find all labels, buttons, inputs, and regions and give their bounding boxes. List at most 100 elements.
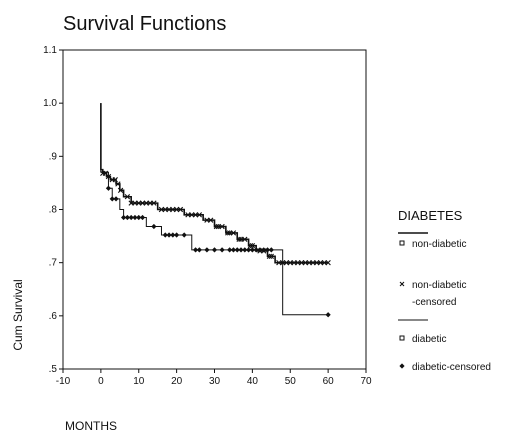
legend-marker-x	[399, 281, 405, 287]
x-axis-label: MONTHS	[65, 419, 117, 433]
series-line-diabetic	[100, 103, 329, 316]
censor-stroke	[230, 230, 237, 236]
x-tick-label: 20	[171, 376, 183, 387]
censor-marker-diabetic	[151, 223, 157, 230]
censor-marker-diabetic	[124, 214, 130, 221]
censor-marker-non-diabetic	[177, 206, 184, 213]
x-tick-label: 0	[98, 376, 104, 387]
censor-marker-diabetic	[230, 247, 237, 253]
series-line-non-diabetic	[100, 103, 329, 264]
censor-stroke	[213, 223, 220, 230]
censor-marker-non-diabetic	[112, 177, 118, 183]
legend-label: diabetic-censored	[412, 362, 491, 373]
censor-stroke	[247, 242, 254, 249]
censor-marker-diabetic	[105, 185, 112, 191]
censor-marker-diabetic	[238, 247, 244, 253]
censor-marker-diabetic	[121, 214, 127, 221]
censor-marker-diabetic	[325, 312, 331, 318]
censor-stroke	[236, 236, 242, 242]
axes: -10 0 10 20 30 40 50 60 70 .5 .6 .7 .8 .9 1.0 1.1	[43, 45, 372, 387]
censor-marker-non-diabetic	[225, 230, 231, 236]
censor-marker-non-diabetic	[247, 242, 254, 249]
x-tick-label: 50	[285, 376, 297, 387]
censor-marker-diabetic	[170, 232, 176, 238]
censor-marker-diabetic	[192, 247, 199, 253]
censor-marker-non-diabetic	[230, 230, 237, 236]
censor-stroke	[208, 217, 214, 223]
censor-marker-non-diabetic	[115, 181, 121, 187]
censor-marker-non-diabetic	[242, 236, 248, 242]
censor-stroke	[219, 223, 225, 230]
censor-marker-non-diabetic	[219, 223, 225, 230]
censor-marker-diabetic	[219, 247, 225, 253]
censor-marker-non-diabetic	[124, 194, 131, 200]
y-tick-label: 1.0	[43, 98, 57, 109]
censor-marker-non-diabetic	[151, 200, 157, 206]
censor-marker-non-diabetic	[249, 242, 256, 249]
censor-stroke	[115, 181, 121, 187]
legend-marker-open-square	[399, 335, 405, 341]
legend-title: DIABETES	[398, 208, 463, 223]
y-tick-label: .6	[49, 311, 58, 322]
censor-marker-non-diabetic	[325, 259, 331, 266]
censor-marker-diabetic	[196, 247, 202, 253]
censor-stroke	[196, 212, 203, 218]
censor-marker-diabetic	[257, 247, 263, 253]
censor-stroke	[112, 177, 118, 183]
censor-marker-diabetic	[264, 247, 271, 253]
censor-marker-diabetic	[242, 247, 248, 253]
censor-stroke	[266, 253, 273, 259]
censor-stroke	[242, 236, 248, 242]
censor-stroke	[151, 200, 157, 206]
legend: DIABETES non-diabetic non-diabetic -censore…	[398, 208, 491, 373]
censor-stroke	[117, 187, 124, 194]
censor-marker-diabetic	[166, 232, 172, 238]
legend-label: non-diabetic	[412, 280, 466, 291]
x-tick-label: 60	[323, 376, 335, 387]
x-tick-label: 10	[133, 376, 145, 387]
censor-stroke	[268, 253, 275, 259]
censor-marker-diabetic	[136, 214, 142, 221]
censor-stroke	[249, 242, 256, 249]
y-tick-label: .7	[49, 258, 58, 269]
censor-marker-diabetic	[253, 247, 259, 253]
plot-series	[100, 103, 331, 318]
censor-stroke	[225, 230, 231, 236]
x-tick-label: 70	[360, 376, 372, 387]
censor-marker-diabetic	[181, 232, 187, 238]
censor-marker-non-diabetic	[266, 253, 273, 259]
legend-label: non-diabetic	[412, 239, 466, 250]
censor-marker-diabetic	[211, 247, 218, 253]
censor-marker-diabetic	[139, 214, 146, 221]
censor-marker-diabetic	[234, 247, 240, 253]
chart-title: Survival Functions	[63, 13, 226, 35]
censor-marker-non-diabetic	[208, 217, 214, 223]
y-tick-label: 1.1	[43, 45, 57, 56]
censor-marker-non-diabetic	[196, 212, 203, 218]
censor-marker-diabetic	[128, 214, 134, 221]
censor-marker-diabetic	[113, 196, 119, 202]
censor-marker-non-diabetic	[213, 223, 220, 230]
y-axis-label: Cum Survival	[11, 279, 25, 350]
legend-marker-open-square	[399, 240, 405, 246]
censor-marker-diabetic	[245, 247, 252, 253]
legend-marker-diamond	[399, 363, 405, 369]
y-tick-label: .8	[49, 205, 58, 216]
legend-label-line2: -censored	[412, 297, 456, 308]
x-tick-label: 30	[209, 376, 221, 387]
x-tick-label: -10	[56, 376, 71, 387]
censor-marker-diabetic	[261, 247, 267, 253]
plot-frame	[62, 49, 367, 370]
censor-marker-non-diabetic	[236, 236, 242, 242]
censor-marker-diabetic	[249, 247, 255, 253]
censor-stroke	[124, 194, 131, 200]
censor-marker-non-diabetic	[117, 187, 124, 194]
y-tick-label: .5	[49, 364, 58, 375]
censor-stroke	[325, 259, 331, 266]
censor-marker-diabetic	[204, 247, 210, 253]
censor-marker-diabetic	[174, 232, 180, 238]
censor-marker-diabetic	[109, 196, 115, 202]
censor-marker-diabetic	[268, 247, 274, 253]
